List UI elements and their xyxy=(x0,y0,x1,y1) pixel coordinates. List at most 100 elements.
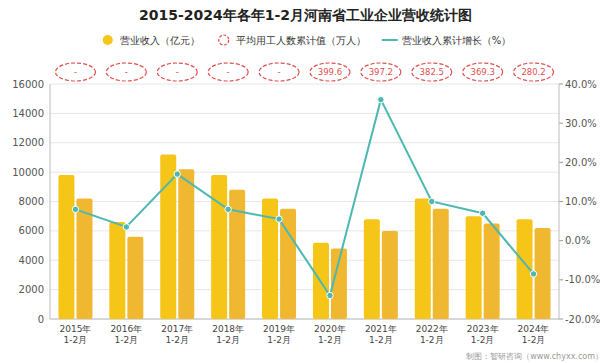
line-marker xyxy=(327,292,333,298)
legend-swatch xyxy=(219,35,229,45)
legend-label: 平均用工人数累计值（万人） xyxy=(236,35,366,46)
y2-tick xyxy=(559,279,563,280)
x-tick-label-line: 1-2月 xyxy=(267,335,291,345)
bar xyxy=(433,209,449,319)
y-tick-label: 2000 xyxy=(19,284,44,295)
label-ellipse xyxy=(310,63,350,81)
bar xyxy=(466,216,482,319)
plot-area xyxy=(58,96,550,319)
grid xyxy=(50,84,559,319)
label-ellipse xyxy=(361,63,401,81)
legend-item: 营业收入（亿元） xyxy=(103,35,200,46)
x-tick-label-line: 2024年 xyxy=(518,324,550,334)
line-marker xyxy=(276,216,282,222)
label-ellipse xyxy=(157,63,197,81)
x-tick-label-line: 1-2月 xyxy=(216,335,240,345)
x-tick-label: 2023年1-2月 xyxy=(467,324,499,345)
x-tick-label: 2019年1-2月 xyxy=(263,324,295,345)
label-ellipse xyxy=(55,63,95,81)
data-label: 280.2 xyxy=(521,67,545,77)
line-marker xyxy=(72,206,78,212)
x-tick-label-line: 1-2月 xyxy=(369,335,393,345)
grid-line xyxy=(50,289,559,290)
x-tick-label-line: 2019年 xyxy=(263,324,295,334)
x-tick-label-line: 1-2月 xyxy=(165,335,189,345)
grid-line xyxy=(50,319,559,320)
x-tick-label-line: 2020年 xyxy=(314,324,346,334)
x-tick-label-line: 1-2月 xyxy=(64,335,88,345)
grid-line xyxy=(50,113,559,114)
y2-tick-label: 40.0% xyxy=(565,79,597,90)
bar xyxy=(160,155,176,320)
x-tick-label: 2017年1-2月 xyxy=(161,324,193,345)
y-tick-label: 16000 xyxy=(12,79,44,90)
bar xyxy=(58,175,74,319)
y2-tick-label: 10.0% xyxy=(565,196,597,207)
y2-tick xyxy=(559,201,563,202)
line-marker xyxy=(479,210,485,216)
y2-axis xyxy=(559,84,560,319)
label-ellipse xyxy=(463,63,503,81)
data-label: - xyxy=(278,67,281,77)
x-tick-label-line: 2017年 xyxy=(161,324,193,334)
x-tick-label-line: 1-2月 xyxy=(471,335,495,345)
x-tick-label-line: 2016年 xyxy=(110,324,142,334)
x-tick-label-line: 1-2月 xyxy=(420,335,444,345)
annotation: 制图：智研咨询（www.chyxx.com） xyxy=(466,352,603,361)
chart: 2015-2024年各年1-2月河南省工业企业营收统计图020004000600… xyxy=(0,0,611,363)
grid-line xyxy=(50,172,559,173)
x-tick-label-line: 2018年 xyxy=(212,324,244,334)
y2-tick xyxy=(559,123,563,124)
bar-series xyxy=(58,155,532,320)
data-label: - xyxy=(176,67,179,77)
grid-line xyxy=(50,201,559,202)
line-marker xyxy=(378,96,384,102)
bar xyxy=(127,237,143,319)
x-axis xyxy=(50,319,559,320)
bar xyxy=(364,219,380,319)
y2-tick-label: 30.0% xyxy=(565,118,597,129)
y2-tick-label: 0.0% xyxy=(565,235,590,246)
line-marker xyxy=(530,271,536,277)
y2-tick-label: -10.0% xyxy=(565,274,600,285)
x-tick-label-line: 2022年 xyxy=(416,324,448,334)
x-tick-label-line: 1-2月 xyxy=(522,335,546,345)
x-tick-label-line: 2023年 xyxy=(467,324,499,334)
bar xyxy=(109,222,125,319)
grid-line xyxy=(50,260,559,261)
line-marker xyxy=(123,224,129,230)
x-tick-label: 2016年1-2月 xyxy=(110,324,142,345)
data-label: - xyxy=(74,67,77,77)
data-label: 397.2 xyxy=(369,67,393,77)
data-label: - xyxy=(125,67,128,77)
x-tick-label: 2024年1-2月 xyxy=(518,324,550,345)
label-ellipse xyxy=(412,63,452,81)
y-tick-label: 14000 xyxy=(12,108,44,119)
x-tick-label-line: 2021年 xyxy=(365,324,397,334)
label-ellipse xyxy=(514,63,554,81)
bar xyxy=(484,224,500,319)
y2-tick-label: -20.0% xyxy=(565,314,600,325)
bar xyxy=(415,199,431,319)
y-tick-label: 4000 xyxy=(19,255,44,266)
legend-item: 营业收入累计增长（%） xyxy=(382,35,512,46)
label-ellipse xyxy=(208,63,248,81)
data-label: 399.6 xyxy=(318,67,342,77)
grid-line xyxy=(50,142,559,143)
line-marker xyxy=(225,206,231,212)
bar xyxy=(382,231,398,319)
data-label: - xyxy=(227,67,230,77)
title: 2015-2024年各年1-2月河南省工业企业营收统计图 xyxy=(139,7,472,23)
y2-tick xyxy=(559,240,563,241)
x-tick-label-line: 1-2月 xyxy=(114,335,138,345)
label-ellipse xyxy=(259,63,299,81)
y2-tick-label: 20.0% xyxy=(565,157,597,168)
legend: 营业收入（亿元） 平均用工人数累计值（万人） 营业收入累计增长（%） xyxy=(103,35,512,46)
legend-swatch xyxy=(382,39,398,41)
y-tick-label: 0 xyxy=(38,314,44,325)
data-label: 369.3 xyxy=(470,67,494,77)
legend-swatch xyxy=(103,35,113,45)
line-marker xyxy=(429,198,435,204)
bar-series xyxy=(76,169,550,319)
y-tick-label: 8000 xyxy=(19,196,44,207)
